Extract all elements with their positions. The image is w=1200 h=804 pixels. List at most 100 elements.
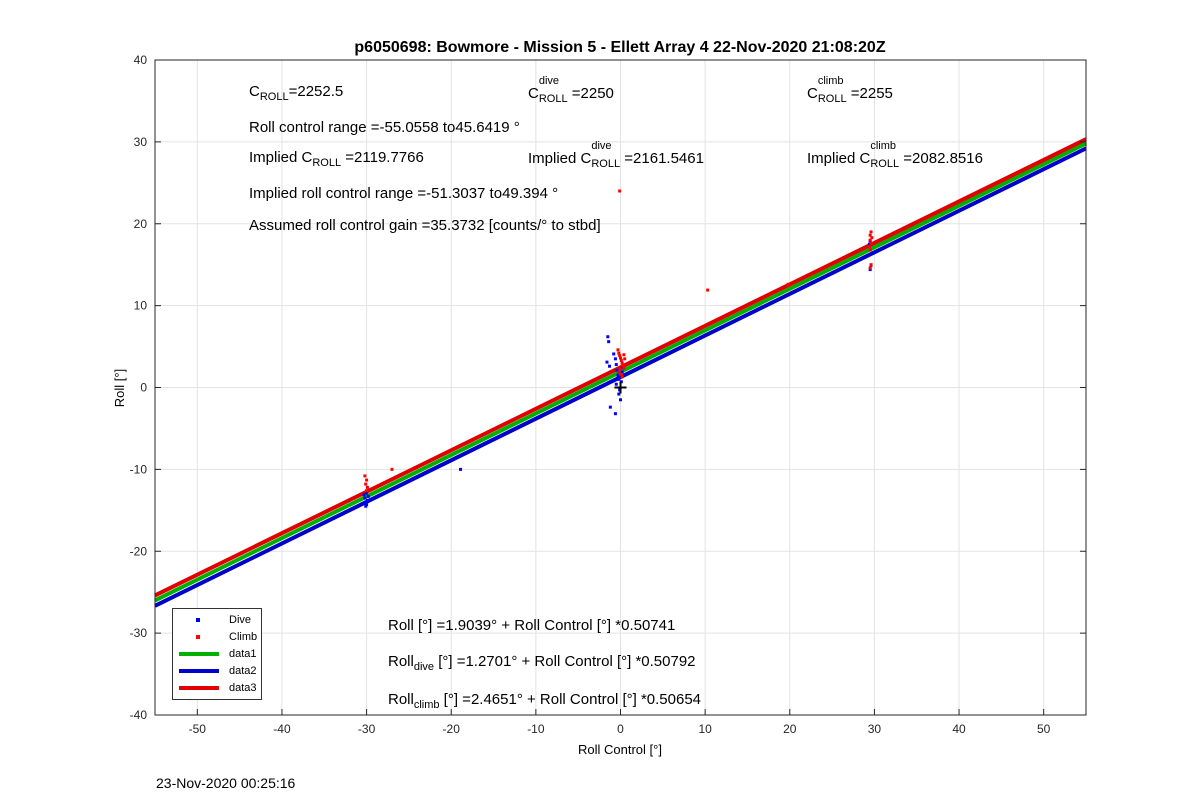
dive-point <box>616 373 620 377</box>
y-tick-label: 20 <box>134 217 148 231</box>
climb-point <box>619 358 623 362</box>
footer-timestamp: 23-Nov-2020 00:25:16 <box>156 775 296 791</box>
legend-data2-label: data2 <box>229 665 257 677</box>
legend-item-climb: Climb <box>173 630 261 646</box>
climb-point <box>868 248 872 252</box>
climb-point <box>618 189 622 193</box>
x-tick-label: 30 <box>868 722 882 736</box>
climb-point <box>869 241 873 245</box>
x-tick-label: 40 <box>952 722 966 736</box>
x-tick-label: 10 <box>698 722 712 736</box>
x-tick-label: -20 <box>443 722 461 736</box>
legend: Dive Climb data1 data2 data3 <box>172 608 262 700</box>
legend-data1-label: data1 <box>229 648 257 660</box>
y-tick-label: 0 <box>140 381 147 395</box>
y-tick-label: 40 <box>134 53 148 67</box>
x-tick-label: -10 <box>527 722 545 736</box>
x-tick-label: 50 <box>1037 722 1051 736</box>
dive-point <box>365 503 369 507</box>
fit-climb-annotation: Rollclimb [°] =2.4651° + Roll Control [°… <box>388 691 702 711</box>
fit-line-data1 <box>154 141 1087 603</box>
y-tick-label: -30 <box>130 626 148 640</box>
climb-point <box>364 482 368 486</box>
climb-point <box>623 357 627 361</box>
y-tick-label: -10 <box>130 462 148 476</box>
dive-point <box>365 498 369 502</box>
legend-item-dive: Dive <box>173 613 261 629</box>
climb-point <box>619 372 623 376</box>
implied-c-roll-annotation: Implied CROLL =2119.7766 <box>249 149 424 169</box>
x-axis-label: Roll Control [°] <box>578 742 662 757</box>
fit-dive-annotation: Rolldive [°] =1.2701° + Roll Control [°]… <box>388 653 696 673</box>
dive-point <box>607 364 611 368</box>
legend-dive-label: Dive <box>229 614 252 626</box>
y-axis-label: Roll [°] <box>112 369 127 407</box>
climb-point <box>616 348 620 352</box>
dive-point <box>362 493 366 497</box>
implied-range-annotation: Implied roll control range =-51.3037 to4… <box>249 185 559 202</box>
dive-point <box>619 398 622 402</box>
legend-data1-line <box>179 652 219 656</box>
legend-item-data2: data2 <box>173 664 261 680</box>
y-tick-label: 30 <box>134 135 148 149</box>
fit-all-annotation: Roll [°] =1.9039° + Roll Control [°] *0.… <box>388 617 676 634</box>
dive-point <box>608 405 612 409</box>
climb-point <box>622 366 626 370</box>
dive-point <box>613 357 617 361</box>
climb-point <box>365 485 369 489</box>
climb-point <box>621 363 625 367</box>
climb-point <box>868 266 872 270</box>
fit-line-data2 <box>154 146 1087 608</box>
y-tick-label: -40 <box>130 708 148 722</box>
axis-ticks: -50 -40 -30 -20 -10 0 10 20 30 40 50 -40 -30 -20 -10 0 1… <box>130 53 1086 736</box>
dive-point <box>614 363 618 367</box>
climb-point <box>618 354 622 358</box>
climb-point <box>365 478 369 482</box>
dive-point <box>364 500 368 504</box>
climb-point <box>365 489 369 493</box>
c-roll-annotation: CROLL=2252.5 <box>249 83 344 103</box>
climb-point <box>706 288 710 292</box>
fit-line-data3 <box>154 137 1087 598</box>
legend-climb-label: Climb <box>229 631 258 643</box>
legend-data3-line <box>179 686 219 690</box>
climb-point <box>617 370 621 374</box>
y-tick-label: -20 <box>130 544 148 558</box>
climb-point <box>869 230 873 234</box>
dive-point <box>459 467 463 471</box>
climb-point <box>868 238 872 242</box>
climb-point <box>617 351 621 355</box>
climb-point <box>620 361 624 365</box>
roll-control-range-annotation: Roll control range =-55.0558 to45.6419 ° <box>249 119 520 136</box>
dive-point <box>366 494 370 498</box>
climb-point <box>868 233 872 237</box>
chart-title: p6050698: Bowmore - Mission 5 - Ellett A… <box>354 39 885 56</box>
dive-point <box>607 340 611 344</box>
climb-point <box>619 356 622 360</box>
gain-annotation: Assumed roll control gain =35.3732 [coun… <box>249 217 601 234</box>
dive-point <box>605 360 609 364</box>
x-tick-label: -30 <box>358 722 376 736</box>
climb-point <box>390 467 394 471</box>
climb-point <box>622 353 626 357</box>
dive-point <box>614 382 618 386</box>
x-tick-label: -50 <box>189 722 207 736</box>
legend-item-data3: data3 <box>173 681 261 697</box>
dive-point <box>617 392 621 396</box>
climb-point <box>619 367 622 371</box>
climb-point <box>363 474 367 478</box>
dive-point <box>615 368 619 372</box>
legend-data2-line <box>179 669 219 673</box>
dive-point <box>612 352 616 356</box>
dive-point <box>868 268 872 272</box>
dive-point <box>365 491 369 495</box>
dive-point <box>363 496 367 500</box>
x-tick-label: 0 <box>617 722 624 736</box>
dive-point <box>617 377 621 381</box>
x-tick-label: 20 <box>783 722 797 736</box>
dive-point <box>613 412 617 416</box>
